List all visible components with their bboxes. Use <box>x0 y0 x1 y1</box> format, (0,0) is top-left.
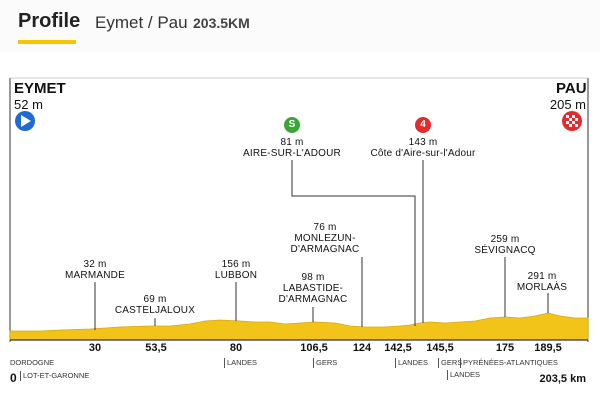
km-189-5: 189,5 <box>534 342 562 354</box>
play-icon <box>21 115 31 127</box>
profile-tab[interactable]: Profile <box>18 10 81 32</box>
km-80: 80 <box>229 342 243 354</box>
waypoint-monlezun: 76 m MONLEZUN- D'ARMAGNAC <box>290 222 360 255</box>
terrain-fill <box>9 312 589 341</box>
checkered-flag-icon <box>566 115 578 127</box>
km-106-5: 106,5 <box>300 342 328 354</box>
region-landes-2: LANDES <box>395 358 428 368</box>
waypoint-aire-sur-l-adour: 81 m AIRE-SUR-L'ADOUR <box>243 137 341 159</box>
region-lot-et-garonne: LOT-ET-GARONNE <box>20 371 89 381</box>
profile-header: Profile Eymet / Pau 203.5KM <box>0 0 600 52</box>
km-30: 30 <box>88 342 102 354</box>
waypoint-labastide: 98 m LABASTIDE- D'ARMAGNAC <box>278 272 348 305</box>
waypoint-lubbon: 156 m LUBBON <box>214 259 258 281</box>
waypoint-casteljaloux: 69 m CASTELJALOUX <box>114 294 196 316</box>
km-124: 124 <box>352 342 372 354</box>
leader-aire <box>291 160 416 326</box>
stage-distance: 203.5KM <box>193 15 250 31</box>
waypoint-marmande: 32 m MARMANDE <box>65 259 125 281</box>
axis-start-km: 0 <box>10 371 17 385</box>
axis-end-km: 203,5 km <box>539 373 586 385</box>
sprint-badge: S <box>284 117 300 133</box>
region-gers-1: GERS <box>313 358 337 368</box>
finish-elevation: 205 m <box>549 97 586 112</box>
finish-name: PAU <box>556 80 587 97</box>
start-elevation: 52 m <box>14 97 43 112</box>
start-name: EYMET <box>14 80 66 97</box>
route-title: Eymet / Pau <box>95 13 188 32</box>
climb-cat4-badge: 4 <box>415 117 431 133</box>
waypoint-morlaas: 291 m MORLAÀS <box>516 271 568 293</box>
km-145-5: 145,5 <box>426 342 454 354</box>
active-tab-indicator <box>18 40 76 44</box>
waypoint-sevignacq: 259 m SÉVIGNACQ <box>474 234 536 256</box>
km-53-5: 53,5 <box>145 342 167 354</box>
km-175: 175 <box>495 342 515 354</box>
km-142-5: 142,5 <box>384 342 412 354</box>
region-landes-3: LANDES <box>447 370 480 380</box>
region-gers-2: GERS <box>438 358 462 368</box>
waypoint-cote-aire: 143 m Côte d'Aire-sur-l'Adour <box>370 137 476 159</box>
region-landes-1: LANDES <box>224 358 257 368</box>
region-dordogne: DORDOGNE <box>10 358 55 367</box>
region-pyrenees-atlantiques: PYRÉNÉES-ATLANTIQUES <box>460 358 558 368</box>
